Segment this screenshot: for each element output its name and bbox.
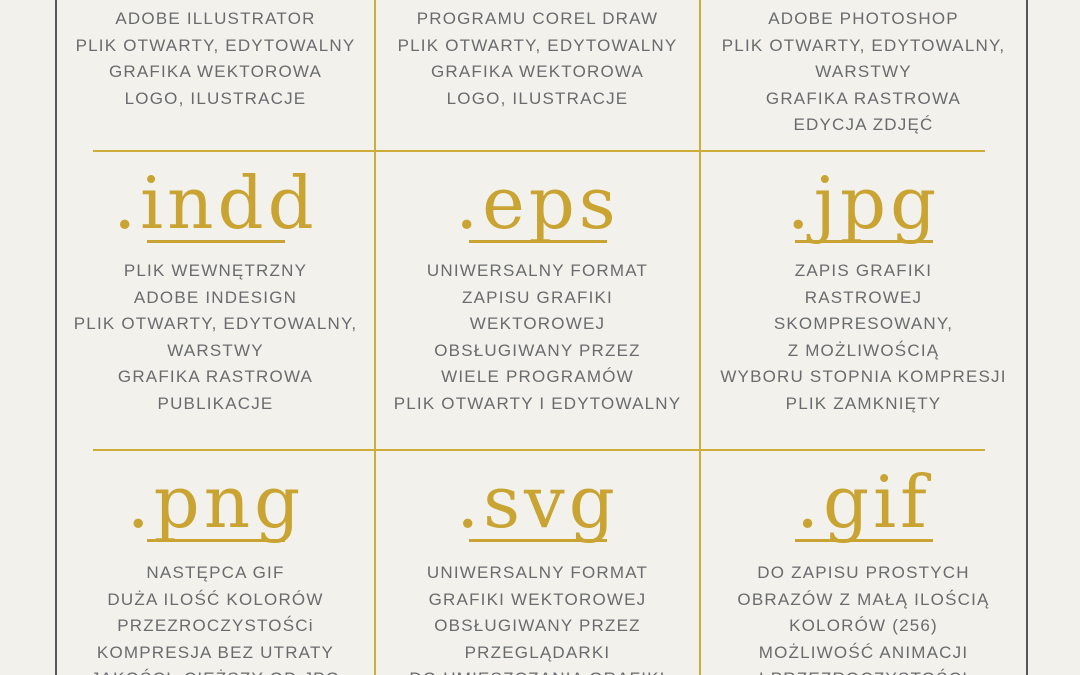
grid-row-divider-2	[93, 449, 985, 451]
text-line: UNIWERSALNY FORMAT	[426, 261, 649, 280]
text-line: SKOMPRESOWANY,	[773, 314, 954, 333]
text-line: I PRZEZROCZYSTOŚCI	[701, 666, 1026, 675]
text-line: WARSTWY	[167, 340, 264, 360]
text-line: OBSŁUGIWANY PRZEZ	[434, 340, 641, 360]
text-line: ZAPISU GRAFIKI	[462, 287, 613, 307]
frame-line-left	[55, 0, 57, 675]
title-underline	[794, 240, 933, 243]
cell-cdr-description: PLIK WEWNĘTRZNY PROGRAMU COREL DRAW PLIK …	[376, 0, 699, 150]
title-underline	[146, 539, 285, 542]
text-line: NASTĘPCA GIF	[146, 563, 285, 582]
text-line: DO ZAPISU PROSTYCH	[757, 563, 970, 582]
text-line: ZAPIS GRAFIKI	[794, 261, 933, 280]
cell-indd: .indd PLIK WEWNĘTRZNY ADOBE INDESIGN PLIK …	[57, 152, 374, 449]
cell-eps: .eps UNIWERSALNY FORMAT ZAPISU GRAFIKI WEK…	[376, 152, 699, 449]
text-line: KOLORÓW (256)	[789, 616, 938, 635]
format-description: UNIWERSALNY FORMAT ZAPISU GRAFIKI WEKTOROW…	[376, 243, 699, 417]
text-line: UNIWERSALNY FORMAT	[426, 563, 649, 582]
text-line: PRZEZROCZYSTOŚCi	[117, 616, 314, 635]
cell-psd-description: PLIK WEWNĘTRZNY ADOBE PHOTOSHOP PLIK OTWA…	[701, 0, 1026, 150]
text-line: OBRAZÓW Z MAŁĄ ILOŚCIĄ	[737, 589, 990, 609]
text-line: PLIK OTWARTY I EDYTOWALNY	[393, 393, 682, 413]
format-description: DO ZAPISU PROSTYCH OBRAZÓW Z MAŁĄ ILOŚCIĄ…	[701, 542, 1026, 675]
text-line: GRAFIKA RASTROWA	[117, 367, 314, 386]
cell-jpg: .jpg ZAPIS GRAFIKI RASTROWEJ SKOMPRESOWANY…	[701, 152, 1026, 449]
format-description: UNIWERSALNY FORMAT GRAFIKI WEKTOROWEJ OBSŁ…	[376, 542, 699, 675]
text-line: EDYCJA ZDJĘĆ	[793, 115, 934, 134]
frame-line-right	[1026, 0, 1028, 675]
format-description: ZAPIS GRAFIKI RASTROWEJ SKOMPRESOWANY, Z MO…	[701, 243, 1026, 417]
text-line: GRAFIKA WEKTOROWA	[108, 62, 323, 81]
format-title-gif: .gif	[796, 460, 931, 544]
text-line: WIELE PROGRAMÓW	[441, 367, 634, 386]
text-line: PROGRAMU COREL DRAW	[416, 9, 659, 28]
title-underline	[794, 539, 933, 542]
grid-column-divider-1	[374, 0, 376, 675]
grid-column-divider-2	[699, 0, 701, 675]
format-title-jpg: .jpg	[786, 161, 941, 245]
format-description: ADOBE PHOTOSHOP PLIK OTWARTY, EDYTOWALNY,…	[701, 0, 1026, 139]
text-line: PLIK OTWARTY, EDYTOWALNY	[397, 35, 678, 55]
text-line: RASTROWEJ	[804, 287, 923, 307]
text-line: ADOBE ILLUSTRATOR	[115, 9, 316, 28]
grid-row-divider-1	[93, 150, 985, 152]
format-title-png: .png	[126, 460, 305, 544]
text-line: WARSTWY	[815, 62, 912, 81]
text-line: PLIK OTWARTY, EDYTOWALNY	[75, 35, 356, 55]
cut-text-line: PLIK WEWNĘTRZNY	[701, 0, 1026, 5]
text-line: PLIK OTWARTY, EDYTOWALNY,	[721, 35, 1006, 55]
cut-text-line: PLIK WEWNĘTRZNY	[57, 0, 374, 5]
text-line: PUBLIKACJE	[157, 393, 274, 413]
text-line: JAKOŚCI, CIĘŻSZY OD JPG	[57, 666, 374, 675]
cell-svg: .svg UNIWERSALNY FORMAT GRAFIKI WEKTOROWE…	[376, 451, 699, 675]
cell-gif: .gif DO ZAPISU PROSTYCH OBRAZÓW Z MAŁĄ IL…	[701, 451, 1026, 675]
title-underline	[468, 539, 607, 542]
title-underline	[468, 240, 607, 243]
format-title-eps: .eps	[455, 161, 620, 245]
cell-ai-description: PLIK WEWNĘTRZNY ADOBE ILLUSTRATOR PLIK OT…	[57, 0, 374, 150]
cell-png: .png NASTĘPCA GIF DUŻA ILOŚĆ KOLORÓW PRZEZ…	[57, 451, 374, 675]
format-description: NASTĘPCA GIF DUŻA ILOŚĆ KOLORÓW PRZEZROCZY…	[57, 542, 374, 675]
text-line: PLIK ZAMKNIĘTY	[785, 393, 942, 413]
text-line: KOMPRESJA BEZ UTRATY	[96, 642, 335, 662]
text-line: LOGO, ILUSTRACJE	[446, 88, 629, 108]
text-line: PLIK OTWARTY, EDYTOWALNY,	[73, 314, 358, 333]
text-line: PLIK WEWNĘTRZNY	[123, 261, 308, 280]
text-line: GRAFIKA RASTROWA	[765, 88, 962, 108]
text-line: GRAFIKI WEKTOROWEJ	[428, 589, 647, 609]
text-line: OBSŁUGIWANY PRZEZ	[434, 616, 641, 635]
text-line: ADOBE INDESIGN	[133, 287, 298, 307]
text-line: DUŻA ILOŚĆ KOLORÓW	[107, 589, 324, 609]
format-description: PLIK WEWNĘTRZNY ADOBE INDESIGN PLIK OTWART…	[57, 243, 374, 417]
format-description: ADOBE ILLUSTRATOR PLIK OTWARTY, EDYTOWALN…	[57, 0, 374, 112]
text-line: Z MOŻLIWOŚCIĄ	[787, 340, 940, 360]
text-line: MOŻLIWOŚĆ ANIMACJI	[758, 642, 969, 662]
text-line: GRAFIKA WEKTOROWA	[430, 62, 645, 81]
text-line: LOGO, ILUSTRACJE	[124, 88, 307, 108]
text-line: ADOBE PHOTOSHOP	[768, 9, 959, 28]
text-line: PRZEGLĄDARKI	[464, 642, 611, 662]
format-description: PROGRAMU COREL DRAW PLIK OTWARTY, EDYTOWA…	[376, 0, 699, 112]
text-line: WEKTOROWEJ	[469, 314, 606, 333]
format-title-indd: .indd	[113, 161, 318, 245]
text-line: WYBORU STOPNIA KOMPRESJI	[720, 367, 1007, 386]
text-line: DO UMIESZCZANIA GRAFIKI	[376, 666, 699, 675]
title-underline	[146, 240, 285, 243]
format-title-svg: .svg	[456, 460, 619, 544]
cut-text-line: PLIK WEWNĘTRZNY	[376, 0, 699, 5]
